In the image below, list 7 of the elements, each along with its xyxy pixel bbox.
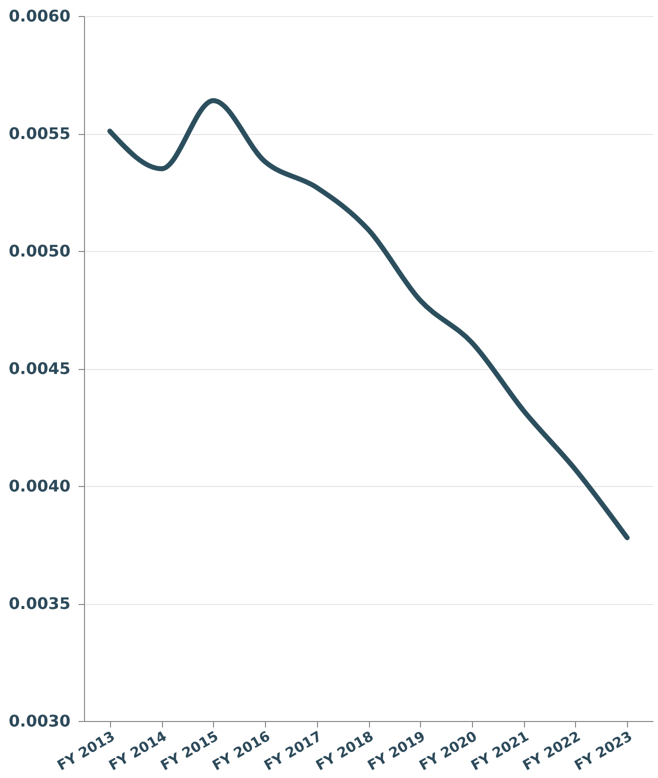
y-tick-label: 0.0055 xyxy=(8,124,70,143)
y-tick-label: 0.0060 xyxy=(8,6,70,26)
y-tick-label: 0.0050 xyxy=(8,242,70,260)
y-tick-label: 0.0030 xyxy=(8,712,70,730)
y-tick-label: 0.0045 xyxy=(8,359,70,378)
y-tick-label: 0.0040 xyxy=(8,476,70,496)
y-tick-label: 0.0035 xyxy=(8,594,70,613)
